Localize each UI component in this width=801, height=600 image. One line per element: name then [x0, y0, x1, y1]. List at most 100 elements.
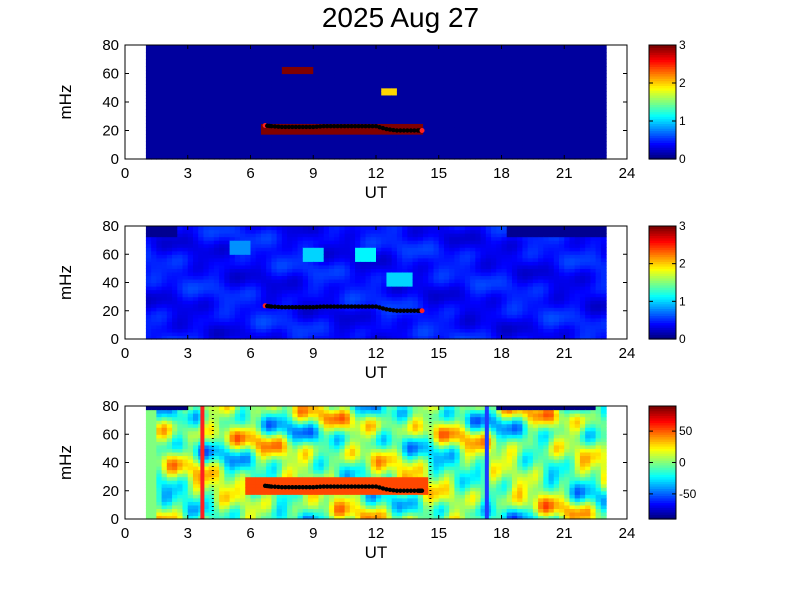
track-point	[272, 484, 278, 489]
track-point	[356, 304, 361, 309]
track-point	[293, 485, 299, 490]
track-point	[349, 304, 354, 309]
track-point	[380, 125, 386, 131]
colorbar-tick-label: 0	[679, 152, 686, 166]
track-point	[331, 484, 337, 489]
track-point	[328, 484, 333, 489]
track-point	[370, 484, 375, 489]
x-tick-label: 9	[309, 165, 317, 182]
y-tick-label: 60	[102, 66, 119, 83]
track-point	[377, 485, 382, 490]
track-point	[373, 304, 379, 309]
x-tick-label: 3	[184, 345, 192, 362]
track-point	[377, 305, 382, 310]
track-point	[331, 304, 337, 309]
y-tick-label: 60	[102, 246, 119, 263]
track-point	[276, 304, 281, 310]
y-tick-label: 40	[102, 455, 119, 472]
track-point	[342, 304, 347, 309]
spectrogram-cells	[145, 406, 607, 520]
track-point	[276, 484, 281, 490]
track-point	[356, 484, 361, 489]
track-point	[321, 304, 326, 309]
track-point	[272, 304, 278, 309]
track-point	[297, 124, 302, 130]
x-tick-label: 0	[121, 345, 129, 362]
track-point	[370, 304, 375, 309]
track-point	[321, 484, 326, 489]
x-tick-label: 6	[246, 165, 254, 182]
track-point	[363, 124, 368, 129]
colorbar-tick-label: 0	[679, 332, 686, 346]
track-point	[321, 124, 326, 129]
x-tick-label: 21	[556, 345, 573, 362]
x-tick-label: 18	[493, 345, 510, 362]
track-point	[387, 487, 393, 493]
track-point	[408, 128, 414, 133]
track-point	[276, 124, 281, 129]
track-point	[304, 485, 309, 490]
track-point	[318, 484, 323, 489]
track-point	[338, 304, 344, 309]
x-tick-label: 24	[619, 165, 636, 182]
colorbar-tick-label: 1	[679, 294, 686, 308]
track-point	[349, 484, 354, 489]
track-point	[311, 124, 316, 130]
y-tick-label: 60	[102, 426, 119, 443]
x-tick-label: 24	[619, 345, 636, 362]
track-point	[335, 484, 340, 489]
track-point	[269, 304, 274, 309]
y-axis-label: mHz	[56, 445, 75, 480]
x-tick-label: 15	[430, 525, 447, 542]
colorbar: 0 1 2 3	[648, 38, 686, 166]
y-tick-label: 20	[102, 483, 119, 500]
track-point	[405, 128, 410, 133]
track-point	[352, 304, 358, 309]
track-point	[419, 308, 425, 314]
x-tick-label: 9	[309, 345, 317, 362]
track-point	[314, 124, 319, 129]
track-point	[297, 305, 302, 310]
track-point	[380, 486, 386, 491]
x-tick-label: 21	[556, 165, 573, 182]
track-point	[412, 308, 417, 313]
track-point	[373, 124, 379, 129]
panel-3: 0 3 6 9 12 15 18 21 24 0 20 40 60 80 UT mHz -50 0 50	[56, 398, 697, 562]
track-point	[286, 124, 292, 130]
track-point	[293, 124, 299, 130]
track-point	[269, 124, 274, 129]
track-point	[279, 124, 285, 130]
x-tick-label: 21	[556, 525, 573, 542]
track-point	[311, 305, 316, 310]
track-point	[269, 484, 274, 489]
track-point	[352, 124, 358, 129]
track-point	[314, 484, 319, 490]
track-point	[331, 124, 337, 129]
spectrogram-cells	[145, 45, 607, 160]
track-point	[391, 488, 396, 493]
track-point	[324, 484, 330, 489]
track-point	[286, 305, 292, 310]
colorbar-tick-label: 50	[679, 424, 693, 438]
x-tick-label: 0	[121, 525, 129, 542]
track-point	[279, 305, 285, 310]
track-point	[405, 308, 410, 313]
track-point	[363, 304, 368, 309]
x-tick-label: 6	[246, 345, 254, 362]
y-axis-label: mHz	[56, 265, 75, 300]
track-point	[405, 488, 410, 493]
track-point	[272, 124, 278, 129]
track-point	[293, 305, 299, 310]
colorbar: -50 0 50	[648, 405, 697, 520]
track-point	[335, 124, 340, 129]
track-point	[370, 124, 375, 129]
track-point	[342, 484, 347, 489]
colorbar-tick-label: 0	[679, 456, 686, 470]
track-point	[290, 305, 295, 310]
track-point	[283, 485, 288, 490]
track-point	[338, 124, 344, 129]
track-point	[398, 488, 403, 493]
y-axis-label: mHz	[56, 85, 75, 120]
